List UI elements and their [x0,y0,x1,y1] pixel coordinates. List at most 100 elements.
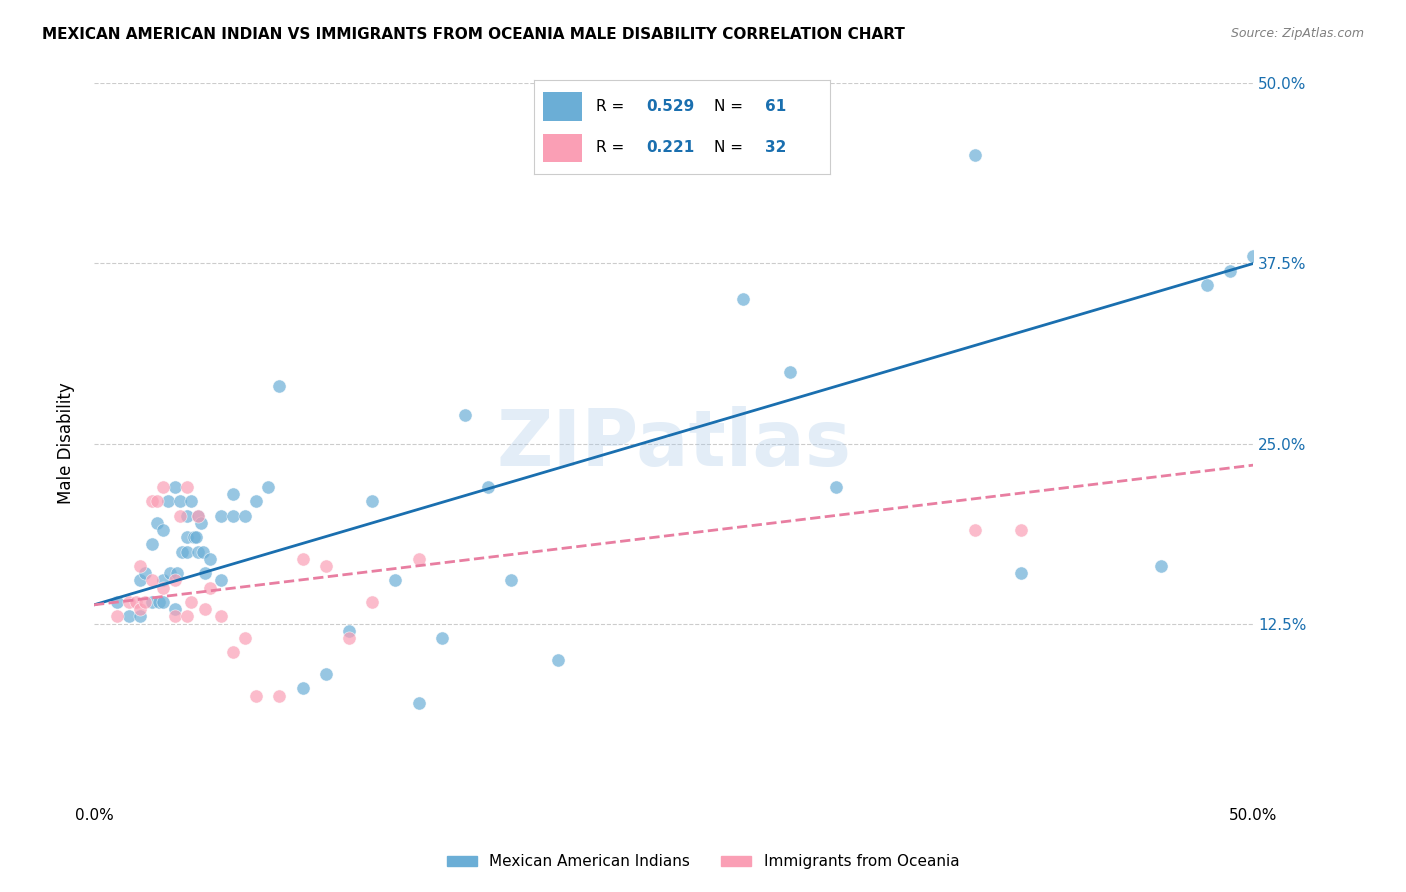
Point [118,595,141,609]
Point [176,530,198,544]
Point [129,602,152,616]
Point [291,551,314,566]
Point [187,508,209,523]
Point [233,631,256,645]
Point [141,595,163,609]
Point [152,595,174,609]
Point [169,494,191,508]
Point [152,523,174,537]
Text: 0.221: 0.221 [647,140,695,155]
Point [291,681,314,696]
Point [159,566,181,581]
Point [141,494,163,508]
Point [183,530,205,544]
Point [779,364,801,378]
Point [152,480,174,494]
Point [145,494,167,508]
Point [134,566,156,581]
Point [384,574,406,588]
Point [222,508,245,523]
Point [141,537,163,551]
Point [361,595,384,609]
Point [1195,278,1218,293]
Point [1241,249,1264,263]
Point [176,508,198,523]
Point [315,667,337,681]
Point [190,516,212,530]
Point [124,595,146,609]
Point [477,480,499,494]
Point [1219,263,1241,277]
Point [825,480,848,494]
Point [118,609,141,624]
Point [963,148,986,162]
Text: 32: 32 [765,140,786,155]
Point [145,516,167,530]
Point [1010,523,1032,537]
Point [129,609,152,624]
Point [165,602,187,616]
Point [547,652,569,666]
Point [176,480,198,494]
Point [337,624,360,638]
Point [134,595,156,609]
Point [233,508,256,523]
Point [105,609,128,624]
Point [165,480,187,494]
Text: MEXICAN AMERICAN INDIAN VS IMMIGRANTS FROM OCEANIA MALE DISABILITY CORRELATION C: MEXICAN AMERICAN INDIAN VS IMMIGRANTS FR… [42,27,905,42]
Point [187,508,209,523]
Point [194,602,217,616]
Point [408,696,430,710]
Point [184,530,207,544]
Point [166,566,188,581]
Point [194,566,217,581]
FancyBboxPatch shape [543,134,582,161]
Point [169,508,191,523]
Point [176,609,198,624]
Text: 0.529: 0.529 [647,99,695,114]
FancyBboxPatch shape [543,93,582,120]
Text: N =: N = [714,140,748,155]
Text: R =: R = [596,99,630,114]
Point [187,544,209,558]
Text: 61: 61 [765,99,786,114]
Point [593,105,616,120]
Point [1149,558,1171,573]
Point [211,508,233,523]
Point [152,581,174,595]
Point [129,574,152,588]
Point [408,551,430,566]
Point [256,480,278,494]
Point [141,574,163,588]
Point [245,689,267,703]
Point [430,631,453,645]
Point [180,595,202,609]
Point [170,544,193,558]
Point [176,544,198,558]
Text: N =: N = [714,99,748,114]
Legend: Mexican American Indians, Immigrants from Oceania: Mexican American Indians, Immigrants fro… [440,848,966,875]
Text: Source: ZipAtlas.com: Source: ZipAtlas.com [1230,27,1364,40]
Y-axis label: Male Disability: Male Disability [58,383,75,504]
Point [165,609,187,624]
Point [105,595,128,609]
Point [963,523,986,537]
Point [245,494,267,508]
Text: R =: R = [596,140,630,155]
Point [361,494,384,508]
Point [337,631,360,645]
Point [733,293,755,307]
Point [198,581,221,595]
Point [180,494,202,508]
Point [129,558,152,573]
Point [211,574,233,588]
Point [191,544,214,558]
Point [198,551,221,566]
Point [501,574,523,588]
Point [157,494,180,508]
Point [315,558,337,573]
Point [211,609,233,624]
Point [662,120,685,134]
Point [454,408,477,422]
Point [152,574,174,588]
